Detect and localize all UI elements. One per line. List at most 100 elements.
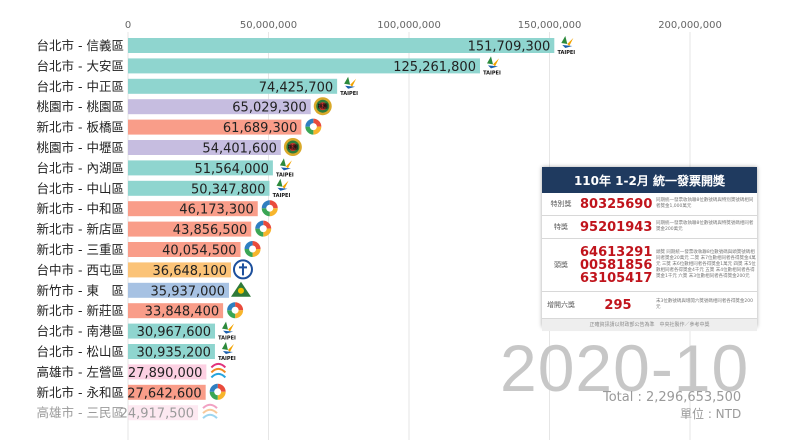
svg-text:TAIPEI: TAIPEI (483, 70, 501, 76)
value-label: 50,347,800 (191, 182, 265, 197)
value-label: 61,689,300 (223, 121, 297, 136)
svg-text:TAIPEI: TAIPEI (340, 91, 358, 97)
value-label: 125,261,800 (393, 60, 476, 75)
prize-number: 63105417 (580, 270, 653, 286)
bar (128, 303, 224, 319)
bar (128, 323, 216, 339)
newtaipei-emblem-icon (261, 200, 278, 217)
newtaipei-emblem-icon (244, 241, 261, 257)
bar-row: 桃園市 - 桃園區 65,029,300 桃園 (37, 97, 332, 116)
newtaipei-emblem-icon (227, 302, 244, 319)
value-label: 30,935,200 (136, 346, 210, 361)
taipei-emblem-icon: TAIPEI (218, 342, 236, 362)
prize-description: 同期統一發票收執聯8位數號碼與特別獎號碼相同者獎金1,000萬元 (656, 198, 754, 209)
value-label: 43,856,500 (173, 223, 247, 238)
category-label: 高雄市 - 三民區 (37, 405, 124, 420)
bar (128, 201, 258, 217)
bar (128, 119, 302, 135)
category-label: 新北市 - 中和區 (37, 201, 124, 216)
category-label: 台中市 - 西屯區 (37, 262, 124, 277)
category-label: 台北市 - 南港區 (37, 324, 124, 339)
value-label: 65,029,300 (232, 101, 306, 116)
bar (128, 99, 311, 115)
x-tick-label: 100,000,000 (377, 20, 441, 31)
prize-row-first: 頭獎 64613291 00581856 63105417 頭獎 同期統一發票收… (542, 239, 757, 292)
bar (128, 58, 480, 74)
axis-ticks: 0 50,000,000 100,000,000 150,000,000 200,000… (125, 20, 722, 31)
bar (128, 242, 241, 257)
bar-row: 台中市 - 西屯區 36,648,100 (37, 259, 253, 280)
prize-row-special: 特別獎 80325690 同期統一發票收執聯8位數號碼與特別獎號碼相同者獎金1,… (542, 193, 757, 216)
bar-row: 桃園市 - 中壢區 54,401,600 桃園 (37, 138, 302, 157)
bar-row: 台北市 - 信義區 151,709,300 TAIPEI (37, 36, 575, 56)
bar (128, 364, 207, 380)
svg-text:桃園: 桃園 (318, 103, 328, 110)
prize-panel-title: 110年 1-2月 統一發票開獎 (542, 167, 757, 193)
prize-number: 95201943 (580, 219, 653, 235)
prize-name: 特別獎 (550, 200, 572, 208)
unit-label: 單位 : NTD (680, 407, 742, 421)
category-label: 新北市 - 新店區 (37, 222, 124, 237)
svg-text:TAIPEI: TAIPEI (273, 193, 291, 199)
bar-row: 台北市 - 中山區 50,347,800 TAIPEI (37, 178, 291, 199)
prize-panel-footer: 正確資訊請以財政部公告為準 中央社製作／參考中獎 (542, 319, 757, 331)
svg-text:TAIPEI: TAIPEI (218, 356, 236, 362)
category-label: 桃園市 - 桃園區 (37, 99, 124, 114)
bar-row: 台北市 - 大安區 125,261,800 TAIPEI (37, 56, 501, 76)
lottery-prize-panel: 110年 1-2月 統一發票開獎 特別獎 80325690 同期統一發票收執聯8… (542, 167, 757, 331)
taipei-emblem-icon: TAIPEI (218, 321, 236, 342)
svg-text:桃園: 桃園 (288, 144, 298, 151)
taipei-emblem-icon: TAIPEI (483, 56, 501, 76)
taipei-emblem-icon: TAIPEI (273, 178, 291, 199)
period-display: 2020-10 (500, 331, 750, 405)
bar-row: 台北市 - 中正區 74,425,700 TAIPEI (37, 76, 358, 97)
value-label: 33,848,400 (145, 305, 219, 320)
bar-row: 台北市 - 松山區 30,935,200 TAIPEI (37, 342, 236, 362)
category-label: 新北市 - 永和區 (37, 385, 124, 400)
bar-row: 台北市 - 內湖區 51,564,000 TAIPEI (37, 158, 294, 178)
category-label: 高雄市 - 左營區 (37, 364, 124, 379)
value-label: 30,967,600 (137, 325, 211, 340)
newtaipei-emblem-icon (305, 118, 322, 135)
category-label: 台北市 - 松山區 (37, 344, 124, 359)
x-tick-label: 150,000,000 (518, 20, 582, 31)
bar-row: 高雄市 - 左營區 27,890,000 (37, 362, 227, 381)
prize-row-grand: 特獎 95201943 同期統一發票收執聯8位數號碼與特獎號碼相同者獎金200萬… (542, 216, 757, 239)
value-label: 27,890,000 (128, 366, 202, 381)
svg-text:TAIPEI: TAIPEI (276, 172, 294, 178)
value-label: 27,642,600 (127, 386, 201, 401)
value-label: 151,709,300 (468, 40, 551, 55)
bar-row: 新北市 - 板橋區 61,689,300 (37, 118, 322, 136)
bar-row: 新北市 - 永和區 27,642,600 (37, 383, 226, 401)
kaohsiung-emblem-icon (210, 362, 227, 379)
category-label: 桃園市 - 中壢區 (37, 140, 124, 155)
category-label: 新北市 - 新莊區 (37, 303, 124, 318)
value-label: 36,648,100 (153, 264, 227, 279)
taoyuan-emblem-icon: 桃園 (283, 138, 302, 156)
bar (128, 344, 215, 359)
bar (128, 38, 555, 53)
taipei-emblem-icon: TAIPEI (276, 158, 294, 178)
category-label: 台北市 - 內湖區 (37, 160, 124, 175)
bar-row: 新北市 - 中和區 46,173,300 (37, 200, 278, 218)
taipei-emblem-icon: TAIPEI (557, 36, 575, 56)
category-label: 台北市 - 中正區 (37, 79, 124, 94)
prize-number: 80325690 (580, 196, 653, 212)
bar (128, 262, 231, 278)
prize-number: 64613291 (580, 244, 653, 260)
bar (128, 221, 252, 237)
bar-row: 新竹市 - 東 區 35,937,000 (37, 281, 251, 299)
x-tick-label: 200,000,000 (658, 20, 722, 31)
value-label: 51,564,000 (194, 162, 268, 177)
category-label: 台北市 - 中山區 (37, 181, 124, 196)
prize-name: 特獎 (554, 223, 568, 231)
prize-name: 頭獎 (554, 261, 568, 269)
kaohsiung-emblem-icon (202, 403, 218, 419)
prize-row-extra-sixth: 增開六獎 295 末3位數號碼與增開六獎號碼相同者各得獎金200元 (542, 292, 757, 319)
prize-description: 頭獎 同期統一發票收執聯8位數號碼與頭獎號碼相同者獎金20萬元 二獎 末7位數相… (656, 250, 756, 279)
x-tick-label: 50,000,000 (240, 20, 297, 31)
prize-number: 295 (604, 297, 632, 313)
prize-numbers: 64613291 00581856 63105417 (580, 246, 656, 285)
